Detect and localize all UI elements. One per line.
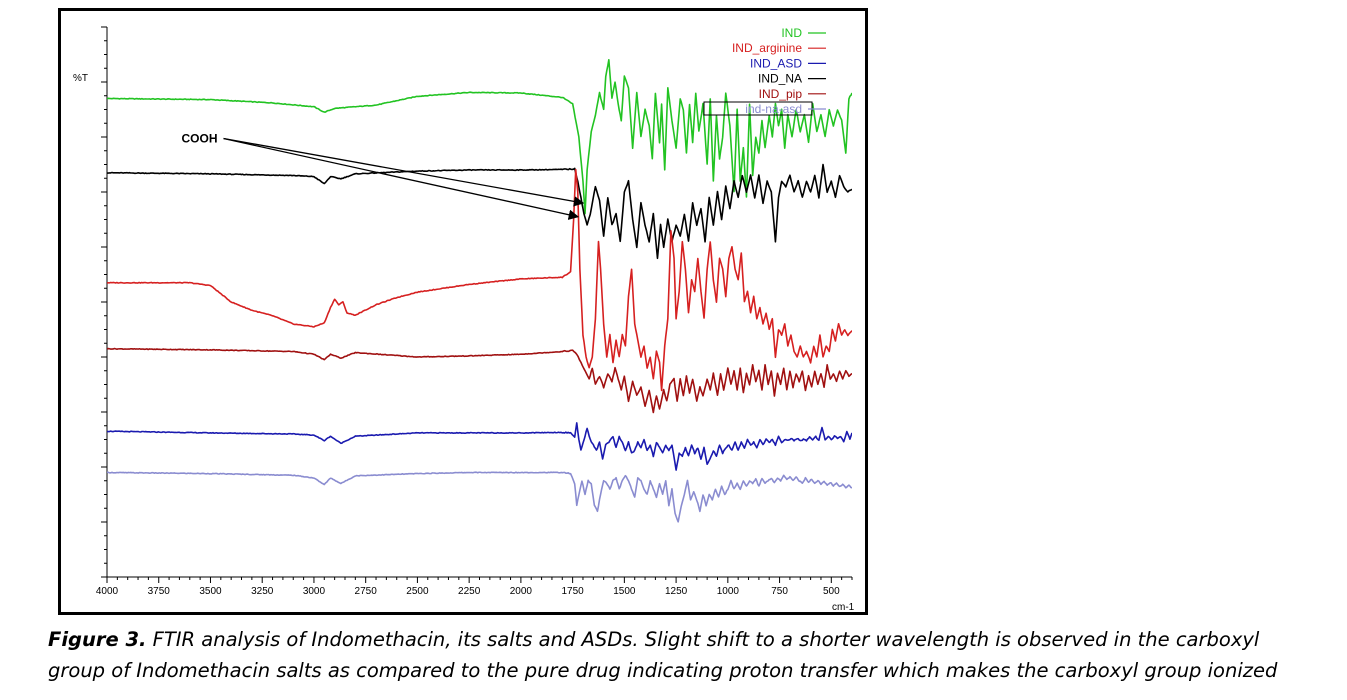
series-line-ind-arginine xyxy=(107,168,852,392)
x-tick-label: 750 xyxy=(771,586,788,597)
x-tick-label: 2750 xyxy=(355,586,378,597)
x-tick-label: 1250 xyxy=(665,586,688,597)
x-tick-label: 2000 xyxy=(510,586,533,597)
legend-label: IND_ASD xyxy=(750,56,802,70)
x-tick-label: 500 xyxy=(823,586,840,597)
annotation-cooh-label: COOH xyxy=(182,132,218,146)
series-line-ind-pip xyxy=(107,347,852,414)
x-tick-label: 3500 xyxy=(199,586,222,597)
series-line-ind-na xyxy=(107,163,852,260)
y-axis-label: %T xyxy=(73,73,88,84)
annotation-layer: COOH xyxy=(182,132,585,220)
figure-caption: Figure 3. FTIR analysis of Indomethacin,… xyxy=(48,624,1343,686)
ftir-chart: 4000 3750 3500 3250 3000 2750 2500 2250 2000 1750… xyxy=(73,26,855,612)
caption-line-1: Figure 3. FTIR analysis of Indomethacin,… xyxy=(48,624,1343,655)
series-line-ind xyxy=(107,58,852,215)
x-tick-label: 4000 xyxy=(96,586,119,597)
axes: 4000 3750 3500 3250 3000 2750 2500 2250 2000 1750… xyxy=(73,26,855,612)
x-tick-label: 2250 xyxy=(458,586,481,597)
x-tick-label: 3750 xyxy=(148,586,171,597)
x-tick-label: 1750 xyxy=(562,586,585,597)
annotation-arrow xyxy=(223,137,580,220)
x-tick-label: 1500 xyxy=(613,586,636,597)
legend-label: IND_pip xyxy=(759,87,803,101)
x-tick-label: 2500 xyxy=(406,586,429,597)
spectra-layer xyxy=(107,58,852,523)
series-line-ind-asd xyxy=(107,422,852,471)
caption-label: Figure 3. xyxy=(48,628,147,651)
annotation-arrow xyxy=(223,137,585,207)
x-tick-label: 3000 xyxy=(303,586,326,597)
legend-label: IND_arginine xyxy=(732,41,802,55)
series-line-ind-na-asd xyxy=(107,471,852,523)
x-tick-label: 1000 xyxy=(717,586,740,597)
legend-label: ind-na-asd xyxy=(745,102,802,116)
figure-frame: 4000 3750 3500 3250 3000 2750 2500 2250 2000 1750… xyxy=(58,8,868,615)
x-axis-label: cm-1 xyxy=(832,602,855,612)
caption-line-2: group of Indomethacin salts as compared … xyxy=(48,659,1278,682)
caption-line-1-text: FTIR analysis of Indomethacin, its salts… xyxy=(146,628,1260,651)
x-tick-label: 3250 xyxy=(251,586,274,597)
legend-label: IND xyxy=(781,26,802,40)
legend-label: IND_NA xyxy=(758,72,802,86)
